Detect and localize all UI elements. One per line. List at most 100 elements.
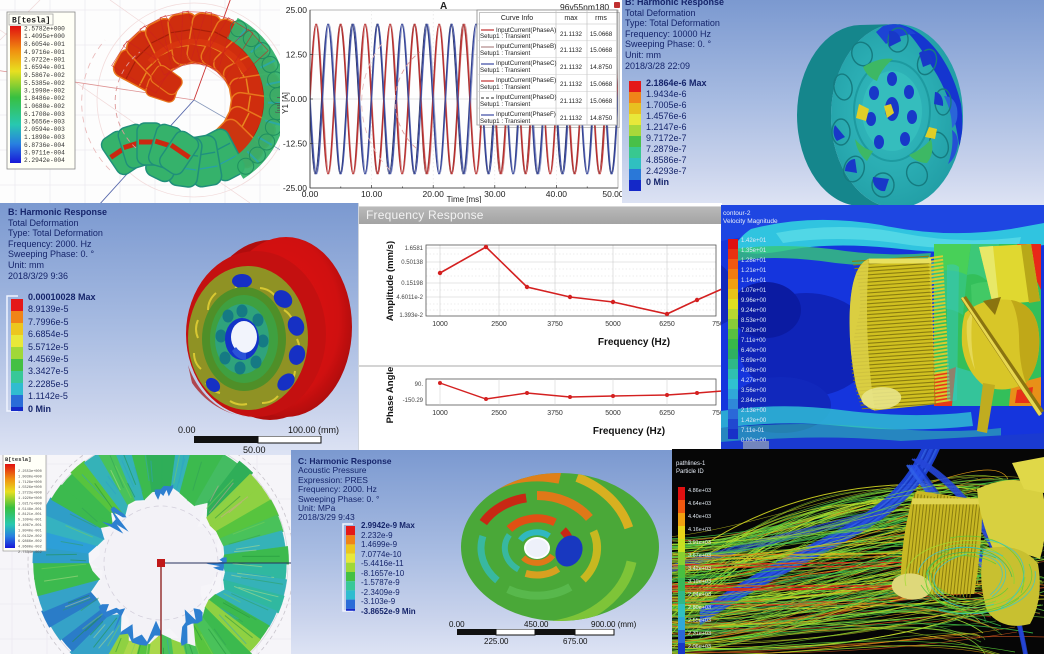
svg-text:4.40e+03: 4.40e+03 [688, 514, 711, 520]
svg-text:2.80e+03: 2.80e+03 [688, 605, 711, 611]
svg-text:3.56e+00: 3.56e+00 [741, 388, 767, 394]
svg-text:2.0594e-003: 2.0594e-003 [24, 126, 65, 133]
svg-text:7.82e+00: 7.82e+00 [741, 328, 767, 334]
svg-text:1.5526e+000: 1.5526e+000 [18, 486, 42, 490]
svg-text:3.42e+03: 3.42e+03 [688, 566, 711, 572]
svg-text:1.6594e-001: 1.6594e-001 [24, 64, 65, 71]
svg-text:InputCurrent(PhaseE): InputCurrent(PhaseE) [496, 77, 556, 84]
svg-text:InputCurrent(PhaseD): InputCurrent(PhaseD) [496, 94, 557, 101]
svg-text:InputCurrent(PhaseF): InputCurrent(PhaseF) [496, 111, 556, 118]
svg-text:2.0722e-001: 2.0722e-001 [24, 57, 65, 64]
svg-text:6.1708e-003: 6.1708e-003 [24, 111, 65, 118]
svg-text:7.11e+00: 7.11e+00 [741, 338, 766, 344]
svg-text:14.8750: 14.8750 [590, 64, 613, 71]
svg-text:4.9716e-001: 4.9716e-001 [24, 49, 65, 56]
svg-text:21.1132: 21.1132 [560, 98, 582, 105]
svg-text:4.86e+03: 4.86e+03 [688, 488, 711, 494]
svg-text:3.19e+03: 3.19e+03 [688, 579, 711, 585]
svg-text:Setup1 : Transient: Setup1 : Transient [480, 84, 530, 91]
svg-text:1000: 1000 [432, 410, 448, 417]
svg-text:Phase Angle: Phase Angle [385, 367, 396, 424]
svg-text:InputCurrent(PhaseC): InputCurrent(PhaseC) [496, 60, 557, 67]
svg-text:Setup1 : Transient: Setup1 : Transient [480, 33, 530, 40]
svg-text:3.91e+03: 3.91e+03 [688, 540, 711, 546]
svg-text:8.53e+00: 8.53e+00 [741, 318, 767, 324]
svg-text:1.8486e-002: 1.8486e-002 [24, 95, 65, 102]
svg-text:14.8750: 14.8750 [590, 115, 613, 122]
svg-text:B[tesla]: B[tesla] [5, 456, 31, 463]
svg-text:1.21e+01: 1.21e+01 [741, 268, 767, 274]
svg-text:InputCurrent(PhaseA): InputCurrent(PhaseA) [496, 27, 556, 34]
svg-text:1.14e+01: 1.14e+01 [741, 278, 767, 284]
svg-text:-25.00: -25.00 [283, 183, 307, 193]
svg-text:7.11e-01: 7.11e-01 [741, 428, 765, 434]
svg-text:15.0668: 15.0668 [590, 47, 613, 54]
svg-text:-12.50: -12.50 [283, 139, 307, 149]
svg-text:2.31e+03: 2.31e+03 [688, 631, 711, 637]
svg-text:1.1920e+000: 1.1920e+000 [18, 497, 42, 501]
svg-text:15.0668: 15.0668 [590, 98, 613, 105]
svg-text:2.2942e-004: 2.2942e-004 [24, 157, 65, 164]
svg-text:6250: 6250 [659, 321, 675, 328]
svg-text:0.15198: 0.15198 [401, 281, 423, 287]
svg-text:Setup1 : Transient: Setup1 : Transient [480, 118, 530, 125]
svg-text:6.9866e-002: 6.9866e-002 [18, 540, 42, 544]
svg-text:1.393e-2: 1.393e-2 [399, 313, 423, 319]
svg-text:2.5782e+000: 2.5782e+000 [24, 26, 65, 33]
svg-text:9.96e+00: 9.96e+00 [741, 298, 767, 304]
svg-text:1.42e+01: 1.42e+01 [741, 238, 767, 244]
svg-text:9.24e+00: 9.24e+00 [741, 308, 767, 314]
svg-text:1.8040e-001: 1.8040e-001 [18, 529, 42, 533]
svg-text:1.0680e-002: 1.0680e-002 [24, 103, 65, 110]
svg-text:1.35e+01: 1.35e+01 [741, 248, 767, 254]
svg-text:4.6011e-2: 4.6011e-2 [396, 295, 423, 301]
svg-text:3750: 3750 [547, 321, 563, 328]
svg-text:3.9711e-004: 3.9711e-004 [24, 150, 65, 157]
svg-text:3.5656e-003: 3.5656e-003 [24, 119, 65, 126]
svg-text:40.00: 40.00 [546, 189, 568, 199]
svg-text:5000: 5000 [605, 410, 621, 417]
svg-text:2.13e+00: 2.13e+00 [741, 408, 767, 414]
svg-text:2500: 2500 [491, 321, 507, 328]
svg-text:Time [ms]: Time [ms] [447, 195, 482, 203]
svg-text:15.0668: 15.0668 [590, 81, 613, 88]
svg-text:4.27e+00: 4.27e+00 [741, 378, 767, 384]
svg-text:Curve Info: Curve Info [501, 15, 533, 22]
svg-text:1.4095e+000: 1.4095e+000 [24, 33, 65, 40]
svg-text:6.8736e-004: 6.8736e-004 [24, 142, 65, 149]
svg-text:5.69e+00: 5.69e+00 [741, 358, 767, 364]
svg-text:contour-2: contour-2 [723, 210, 751, 217]
svg-text:1.1898e-003: 1.1898e-003 [24, 134, 65, 141]
svg-text:Frequency (Hz): Frequency (Hz) [593, 426, 665, 437]
svg-text:21.1132: 21.1132 [560, 31, 582, 38]
svg-text:21.1132: 21.1132 [560, 115, 582, 122]
svg-text:4.16e+03: 4.16e+03 [688, 527, 711, 533]
svg-text:6.8121e-001: 6.8121e-001 [18, 513, 42, 517]
svg-text:1.9030e+000: 1.9030e+000 [18, 475, 42, 479]
svg-text:9.0132e-002: 9.0132e-002 [18, 535, 42, 539]
svg-text:3.1998e-002: 3.1998e-002 [24, 88, 65, 95]
svg-text:0.00: 0.00 [290, 94, 307, 104]
svg-text:25.00: 25.00 [286, 5, 308, 15]
svg-text:Setup1 : Transient: Setup1 : Transient [480, 50, 530, 57]
svg-text:0.00: 0.00 [302, 189, 319, 199]
svg-text:Setup1 : Transient: Setup1 : Transient [480, 101, 530, 108]
svg-text:6250: 6250 [659, 410, 675, 417]
svg-text:3750: 3750 [547, 410, 563, 417]
svg-text:4.9600e-002: 4.9600e-002 [18, 546, 42, 550]
svg-text:15.0668: 15.0668 [590, 31, 613, 38]
svg-text:2.7334e-002: 2.7334e-002 [18, 551, 42, 555]
svg-text:rms: rms [595, 15, 607, 22]
svg-text:3.4067e-001: 3.4067e-001 [18, 524, 42, 528]
svg-text:750: 750 [712, 410, 722, 417]
svg-text:1.0217e+000: 1.0217e+000 [18, 502, 42, 506]
svg-text:2.94e+03: 2.94e+03 [688, 592, 711, 598]
svg-text:1.42e+00: 1.42e+00 [741, 418, 767, 424]
svg-text:0.50138: 0.50138 [401, 260, 423, 266]
svg-text:-150.29: -150.29 [403, 398, 424, 404]
svg-text:2.2553e+000: 2.2553e+000 [18, 470, 42, 474]
svg-text:5.1094e-001: 5.1094e-001 [18, 519, 42, 523]
svg-text:1.07e+01: 1.07e+01 [741, 288, 767, 294]
svg-text:max: max [564, 15, 578, 22]
svg-text:20.00: 20.00 [423, 189, 445, 199]
